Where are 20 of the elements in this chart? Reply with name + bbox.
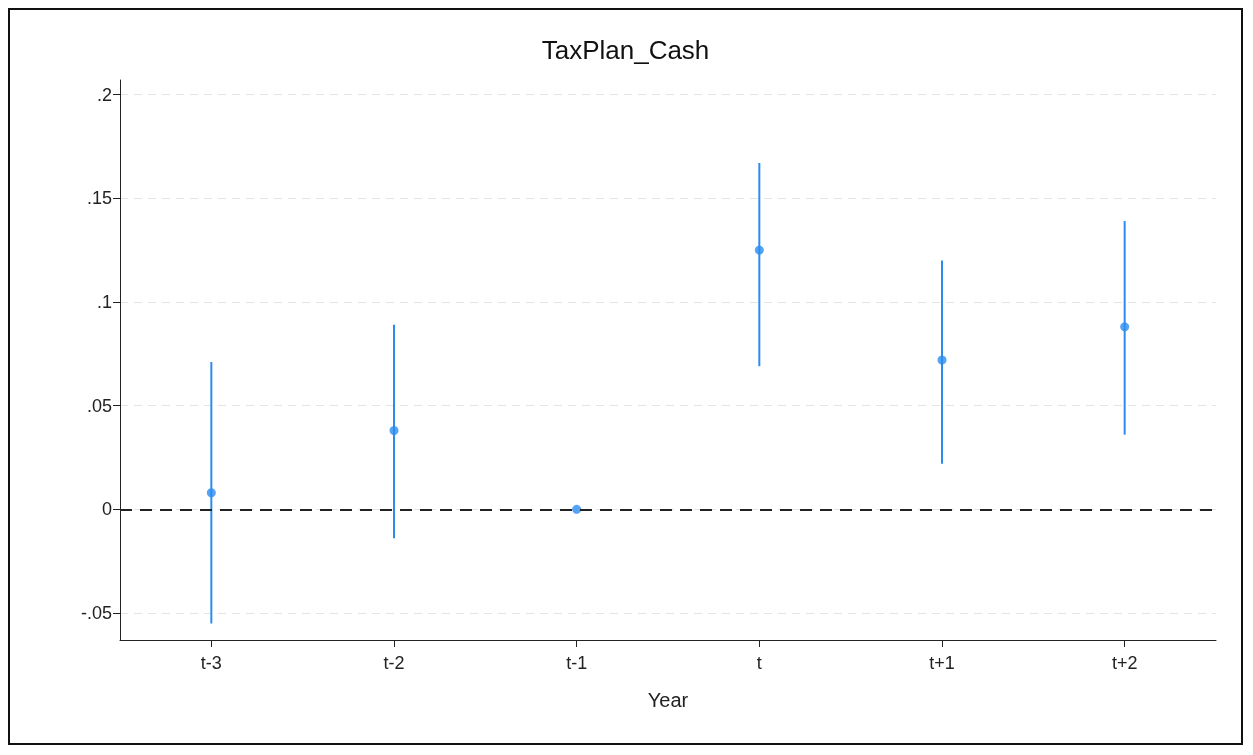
x-tick-label: t+1 (929, 653, 955, 673)
y-tick-label: -.05 (80, 603, 112, 624)
x-tick-label: t-2 (383, 653, 405, 673)
point (389, 426, 399, 436)
y-tick-label: .1 (96, 291, 112, 312)
x-tick-label: t+2 (1111, 653, 1138, 673)
point (754, 245, 764, 255)
x-tick-label: t-3 (200, 653, 222, 673)
x-tick-label: t-1 (566, 653, 588, 673)
point (937, 355, 947, 365)
x-tick-label: t (756, 653, 762, 673)
point (1120, 322, 1130, 332)
y-tick-label: .2 (96, 84, 112, 105)
y-tick-label: 0 (101, 499, 112, 520)
x-axis-title: Year (647, 689, 689, 711)
y-tick-label: .15 (86, 188, 112, 209)
point (206, 488, 216, 498)
y-tick-label: .05 (86, 395, 112, 416)
chart-title: TaxPlan_Cash (541, 35, 710, 65)
point (572, 504, 582, 514)
